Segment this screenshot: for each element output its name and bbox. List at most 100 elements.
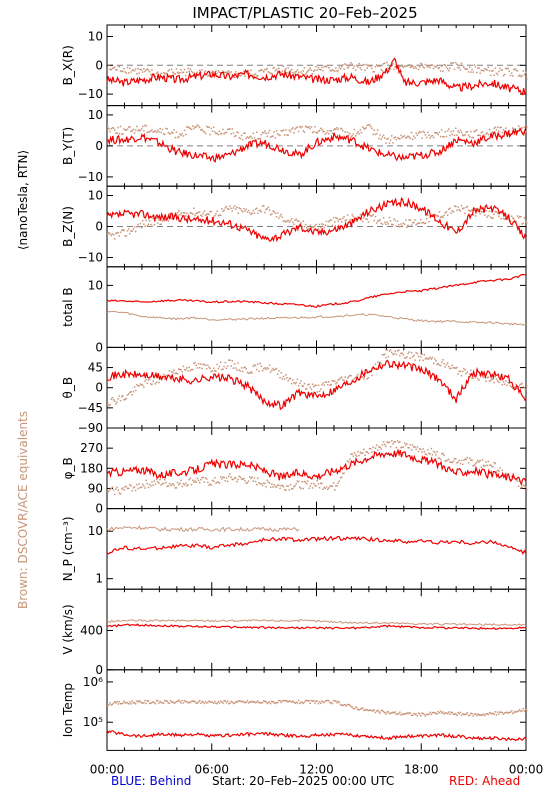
data-point (131, 490, 133, 492)
data-point (151, 225, 153, 227)
data-point (387, 223, 389, 225)
data-point (501, 469, 504, 471)
data-point (438, 364, 441, 366)
data-point (411, 444, 414, 446)
data-point (154, 483, 157, 486)
data-point (115, 232, 117, 235)
data-point (254, 73, 257, 75)
data-point (501, 711, 504, 714)
data-point (112, 234, 115, 236)
data-point (462, 370, 464, 373)
data-point (168, 69, 171, 71)
data-point (516, 480, 519, 482)
data-point (179, 700, 181, 703)
data-point (489, 74, 492, 77)
data-point (181, 214, 183, 217)
data-point (188, 127, 190, 129)
data-point (450, 62, 452, 65)
data-point (401, 65, 403, 67)
data-point (272, 135, 274, 137)
data-point (181, 132, 183, 135)
data-point (386, 349, 388, 351)
data-point (152, 73, 154, 75)
data-point (114, 493, 116, 496)
data-point (470, 130, 472, 133)
data-point (519, 127, 521, 130)
data-point (462, 713, 464, 715)
data-point (459, 462, 462, 465)
data-point (314, 225, 316, 227)
data-point (214, 214, 216, 217)
data-point (256, 368, 258, 371)
data-point (501, 212, 504, 214)
data-point (316, 391, 318, 393)
data-point (256, 701, 258, 703)
data-point (405, 444, 407, 446)
data-point (458, 712, 460, 715)
data-point (137, 129, 139, 132)
data-point (377, 220, 379, 223)
data-point (379, 134, 381, 136)
data-point (317, 66, 320, 69)
data-point (470, 71, 472, 73)
data-point (411, 356, 414, 358)
data-point (315, 700, 317, 702)
data-point (126, 128, 129, 130)
x-tick-label: 12:00 (299, 762, 334, 776)
data-point (292, 71, 294, 74)
data-point (434, 358, 436, 360)
data-point (271, 72, 273, 75)
data-point (402, 354, 405, 356)
data-point (266, 702, 268, 705)
data-point (304, 388, 307, 390)
data-point (521, 486, 523, 489)
data-point (313, 70, 315, 72)
data-point (274, 137, 277, 139)
data-point (280, 701, 282, 704)
data-point (473, 130, 476, 133)
data-point (314, 126, 316, 128)
data-point (107, 403, 109, 405)
data-point (118, 395, 121, 397)
data-point (410, 351, 413, 354)
data-point (416, 223, 419, 225)
data-point (238, 136, 240, 139)
data-point (358, 62, 360, 65)
data-point (159, 377, 161, 380)
data-point (176, 136, 179, 139)
data-point (236, 369, 238, 371)
series-ahead (106, 57, 527, 96)
data-point (223, 365, 225, 368)
data-point (201, 69, 203, 71)
data-point (368, 709, 371, 711)
data-point (261, 131, 264, 134)
data-point (204, 132, 207, 135)
data-point (221, 368, 223, 371)
data-point (492, 466, 494, 468)
data-point (282, 129, 285, 131)
data-point (123, 128, 125, 130)
data-point (424, 715, 427, 717)
data-point (371, 451, 373, 453)
data-point (360, 131, 363, 134)
data-point (385, 142, 387, 144)
data-point (237, 478, 239, 481)
data-point (498, 70, 500, 73)
data-point (222, 128, 224, 131)
data-point (373, 71, 375, 73)
data-point (203, 481, 206, 483)
y-tick-label: 90 (88, 481, 103, 495)
data-point (229, 473, 231, 475)
data-point (503, 712, 506, 714)
data-point (231, 701, 233, 703)
data-point (350, 218, 352, 221)
data-point (436, 132, 438, 134)
data-point (109, 68, 111, 70)
data-point (451, 210, 453, 212)
data-point (140, 383, 143, 386)
data-point (430, 447, 433, 450)
data-point (150, 702, 152, 704)
data-point (233, 205, 236, 207)
data-point (273, 66, 275, 69)
data-point (414, 713, 416, 716)
